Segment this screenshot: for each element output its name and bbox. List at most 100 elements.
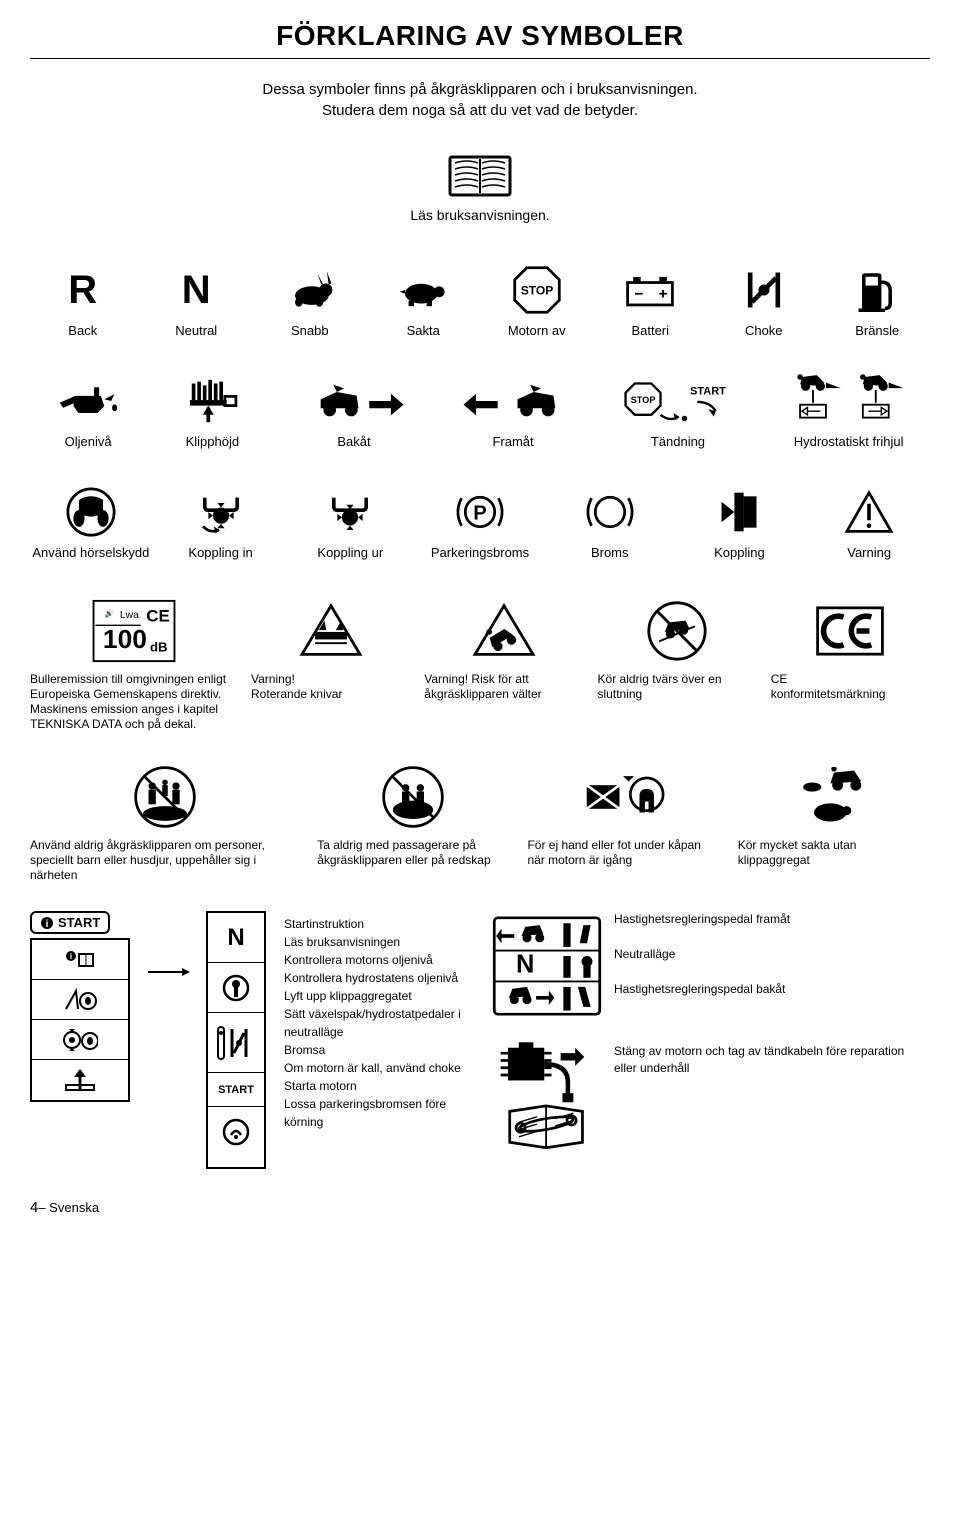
rabbit-icon (280, 263, 340, 317)
n-cell-brake-choke-icon (208, 1013, 264, 1073)
clutch-in-icon (191, 485, 251, 539)
no-hand-foot-icon (527, 762, 719, 832)
maintenance-decal-icon (492, 1035, 602, 1155)
label-slow: Sakta (407, 323, 440, 338)
label-battery: Batteri (631, 323, 669, 338)
desc-tipover: Varning! Risk för att åkgräsklipparen vä… (424, 672, 583, 702)
instr-8: Starta motorn (284, 1077, 474, 1095)
page-language: – Svenska (38, 1200, 99, 1215)
intro-line1: Dessa symboler finns på åkgräsklipparen … (262, 81, 697, 98)
symbol-warning: Varning (808, 485, 930, 560)
symbol-brake: Broms (549, 485, 671, 560)
ear-protection-icon (61, 485, 121, 539)
symbol-battery: Batteri (598, 263, 704, 338)
stop-sign-icon: STOP (507, 263, 567, 317)
choke-icon (734, 263, 794, 317)
label-forward: Framåt (492, 434, 533, 449)
label-neutral-pos: Neutralläge (614, 946, 790, 963)
label-freewheel: Hydrostatiskt frihjul (794, 434, 904, 449)
label-hearing: Använd hörselskydd (32, 545, 149, 560)
start-badge: i START (30, 911, 110, 934)
symbol-row-1: R Back N Neutral Snabb S (30, 263, 930, 338)
desc-ce: CE konformitetsmärkning (771, 672, 930, 702)
instr-1: Läs bruksanvisningen (284, 933, 474, 951)
label-oil-level: Oljenivå (65, 434, 112, 449)
label-ignition: Tändning (651, 434, 705, 449)
symbol-clutch-in: Koppling in (160, 485, 282, 560)
control-panel-decal-icon: N (492, 911, 602, 1021)
symbol-fast: Snabb (257, 263, 363, 338)
label-warning: Varning (847, 545, 891, 560)
svg-text:dB: dB (150, 640, 168, 655)
turtle-icon (393, 263, 453, 317)
decal-oil-hydro-icon (32, 1020, 128, 1060)
symbol-rotating-blades: Varning! Roterande knivar (251, 596, 410, 732)
symbol-freewheel: Hydrostatiskt frihjul (767, 374, 930, 449)
desc-blades: Varning! Roterande knivar (251, 672, 410, 702)
symbol-stop: STOP Motorn av (484, 263, 590, 338)
n-cell-start-label: START (208, 1073, 264, 1107)
rotating-blades-warning-icon (251, 596, 410, 666)
ce-mark-icon (771, 596, 930, 666)
label-brake: Broms (591, 545, 629, 560)
start-instructions-list: Startinstruktion Läs bruksanvisningen Ko… (284, 911, 474, 1169)
label-parking-brake: Parkeringsbroms (431, 545, 529, 560)
instr-9: Lossa parkeringsbromsen före körning (284, 1095, 474, 1131)
label-motor-off: Motorn av (508, 323, 566, 338)
label-maintenance: Stäng av motorn och tag av tändkabeln fö… (614, 1035, 930, 1077)
symbol-clutch: Koppling (679, 485, 801, 560)
instr-3: Kontrollera hydrostatens oljenivå (284, 969, 474, 987)
letter-r-icon: R (68, 270, 97, 310)
read-manual-block: Läs bruksanvisningen. (30, 149, 930, 223)
symbol-tip-over: Varning! Risk för att åkgräsklipparen vä… (424, 596, 583, 732)
instr-4: Lyft upp klippaggregatet (284, 987, 474, 1005)
connector-arrow (148, 971, 188, 973)
page-title: FÖRKLARING AV SYMBOLER (30, 20, 930, 59)
read-manual-label: Läs bruksanvisningen. (30, 207, 930, 223)
bottom-section: i START i N (30, 911, 930, 1169)
symbol-no-slope: Kör aldrig tvärs över en sluttning (598, 596, 757, 732)
svg-text:N: N (516, 950, 534, 978)
parking-brake-icon: P (450, 485, 510, 539)
page-footer: 4– Svenska (30, 1199, 930, 1216)
intro-line2: Studera dem noga så att du vet vad de be… (322, 102, 638, 119)
label-fast: Snabb (291, 323, 329, 338)
start-decal-block: i START i (30, 911, 130, 1169)
intro-text: Dessa symboler finns på åkgräsklipparen … (30, 79, 930, 121)
symbol-cut-height: Klipphöjd (154, 374, 270, 449)
decal-lift-deck-icon (32, 1060, 128, 1100)
symbol-reverse: Bakåt (278, 374, 429, 449)
symbol-noise: 🔊 Lwa CE 100 dB Bulleremission till omgi… (30, 596, 237, 732)
svg-text:i: i (70, 952, 72, 961)
clutch-icon (709, 485, 769, 539)
start-badge-label: START (58, 915, 100, 930)
svg-text:i: i (46, 919, 49, 930)
no-cross-slope-icon (598, 596, 757, 666)
instr-2: Kontrollera motorns oljenivå (284, 951, 474, 969)
desc-bystanders: Använd aldrig åkgräsklipparen om persone… (30, 838, 299, 883)
brake-icon (580, 485, 640, 539)
open-book-icon (445, 149, 515, 199)
mower-reverse-icon (304, 374, 404, 428)
symbol-forward: Framåt (438, 374, 589, 449)
desc-passengers: Ta aldrig med passagerare på åkgräsklipp… (317, 838, 509, 868)
svg-text:100: 100 (102, 624, 146, 654)
ignition-icon: STOP START (618, 374, 738, 428)
no-bystanders-icon (30, 762, 299, 832)
symbol-slow: Sakta (371, 263, 477, 338)
label-pedal-forward: Hastighetsregleringspedal framåt (614, 911, 790, 928)
symbol-clutch-out: Koppling ur (289, 485, 411, 560)
desc-noise: Bulleremission till omgivningen enligt E… (30, 672, 237, 732)
n-cell-key-icon (208, 963, 264, 1013)
label-neutral: Neutral (175, 323, 217, 338)
clutch-out-icon (320, 485, 380, 539)
symbol-neutral: N Neutral (144, 263, 250, 338)
control-panel-row: N Hastighetsregleringspedal framåt Neutr… (492, 911, 930, 1021)
maintenance-row: Stäng av motorn och tag av tändkabeln fö… (492, 1035, 930, 1155)
label-clutch-in: Koppling in (188, 545, 252, 560)
cut-height-icon (182, 374, 242, 428)
label-reverse: Bakåt (337, 434, 370, 449)
label-fuel: Bränsle (855, 323, 899, 338)
instr-5: Sätt växelspak/hydrostatpedaler i neutra… (284, 1005, 474, 1041)
symbol-fuel: Bränsle (825, 263, 931, 338)
